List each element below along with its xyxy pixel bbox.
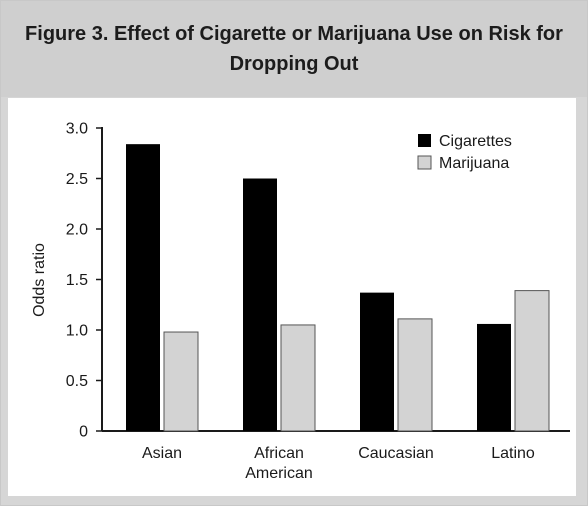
legend: Cigarettes Marijuana [417, 133, 512, 172]
bar-marijuana-african-american [280, 324, 316, 432]
x-tick-label: African [254, 445, 304, 462]
y-tick-label: 0.5 [66, 373, 88, 390]
legend-swatch-cigarettes [418, 134, 431, 147]
legend-label-cigarettes: Cigarettes [439, 133, 512, 150]
bar-marijuana-latino [514, 290, 550, 432]
y-tick-label: 0 [79, 424, 88, 441]
bars [126, 144, 550, 432]
bar-marijuana-asian [163, 331, 199, 432]
y-tick-label: 2.5 [66, 171, 88, 188]
y-axis-label: Odds ratio [31, 243, 48, 317]
x-tick-label: American [245, 465, 313, 482]
bar-marijuana-caucasian [397, 318, 433, 432]
x-labels: Asian African American Caucasian Latino [142, 445, 535, 482]
x-tick-label: Asian [142, 445, 182, 462]
y-ticks: 0 0.5 1.0 1.5 2.0 2.5 3.0 [66, 121, 102, 441]
chart-title: Figure 3. Effect of Cigarette or Marijua… [25, 23, 563, 75]
x-tick-label: Latino [491, 445, 535, 462]
legend-swatch-marijuana [417, 155, 432, 170]
title-band: Figure 3. Effect of Cigarette or Marijua… [1, 1, 587, 97]
x-tick-label: Caucasian [358, 445, 434, 462]
bar-cigarettes-african-american [243, 178, 277, 431]
y-tick-label: 2.0 [66, 222, 88, 239]
legend-label-marijuana: Marijuana [439, 155, 509, 172]
bar-cigarettes-asian [126, 144, 160, 431]
y-tick-label: 1.5 [66, 272, 88, 289]
y-tick-label: 3.0 [66, 121, 88, 138]
y-tick-label: 1.0 [66, 323, 88, 340]
bar-cigarettes-caucasian [360, 292, 394, 431]
bar-cigarettes-latino [477, 323, 511, 431]
